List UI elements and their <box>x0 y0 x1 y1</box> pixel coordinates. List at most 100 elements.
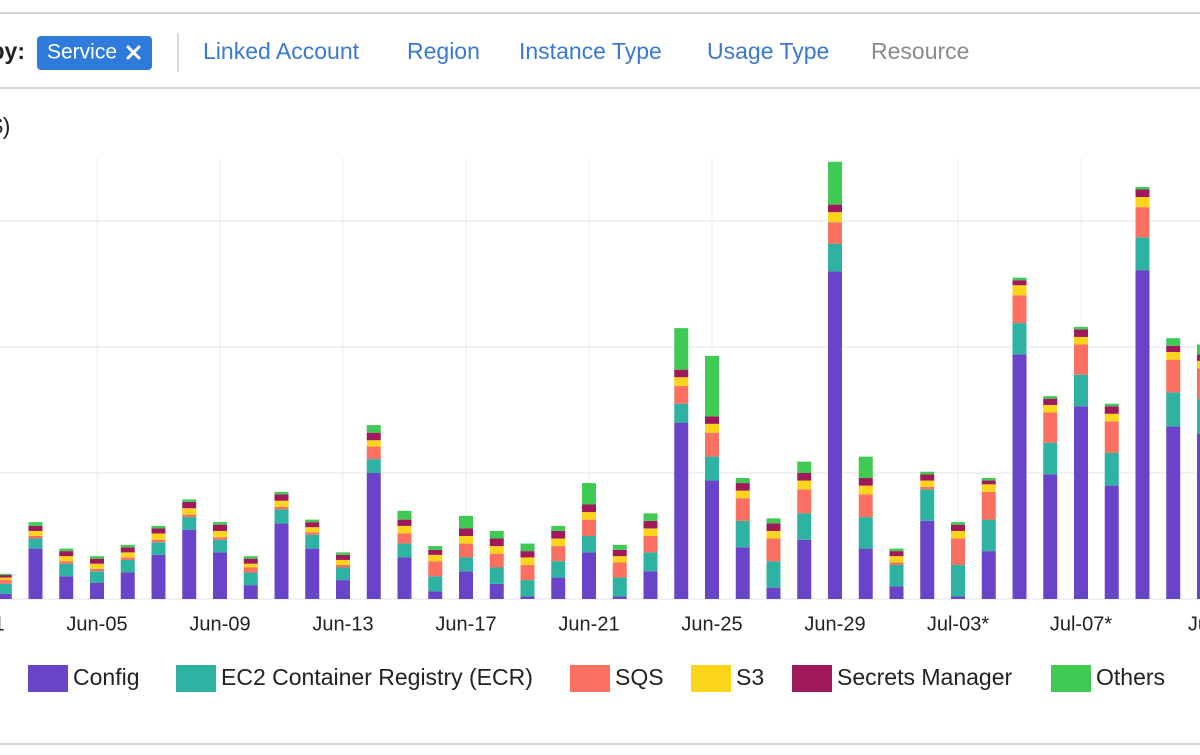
bar-segment <box>1166 345 1181 353</box>
bar-segment <box>612 556 627 563</box>
bar-segment <box>981 484 996 492</box>
bar-segment <box>489 583 504 599</box>
bar-segment <box>120 547 135 553</box>
bar-segment <box>182 501 197 509</box>
bar-segment <box>981 491 996 520</box>
bar-segment <box>1012 285 1027 296</box>
legend-label: Config <box>73 664 139 690</box>
bar-segment <box>305 527 320 533</box>
bar-segment <box>213 524 227 531</box>
bar-segment <box>489 553 504 568</box>
x-tick-label: Jun-29 <box>804 613 865 635</box>
bar-segment <box>489 546 504 554</box>
bar-segment <box>1074 344 1088 375</box>
bar-segment <box>213 530 227 538</box>
bar-segment <box>151 533 166 540</box>
bar-segment <box>858 478 873 486</box>
x-tick-label: Jul- <box>1188 613 1200 635</box>
bar-segment <box>1074 336 1088 345</box>
group-option[interactable]: Usage Type <box>707 38 829 64</box>
group-option[interactable]: Linked Account <box>203 38 360 64</box>
bar-segment <box>951 522 965 525</box>
legend-label: EC2 Container Registry (ECR) <box>221 664 533 690</box>
bar-segment <box>797 461 812 473</box>
bar-segment <box>920 471 935 475</box>
bar-segment <box>1043 474 1058 599</box>
bar-segment <box>182 499 197 502</box>
service-chip[interactable]: Service <box>37 36 152 70</box>
bar-segment <box>582 552 596 599</box>
bar-segment <box>459 543 473 558</box>
bar-segment <box>1012 277 1027 281</box>
bar-segment <box>1197 354 1200 361</box>
bar-segment <box>366 425 381 433</box>
bar-segment <box>59 563 74 577</box>
bar-segment <box>612 549 627 557</box>
bar-segment <box>305 522 320 528</box>
chip-remove-icon[interactable] <box>126 45 141 60</box>
bar-segment <box>90 558 104 564</box>
bar-segment <box>520 543 535 552</box>
bar-segment <box>336 552 350 555</box>
bar-segment <box>213 522 227 525</box>
bar-segment <box>920 480 935 487</box>
x-tick-label: Jul-07* <box>1050 613 1112 635</box>
bar-segment <box>90 563 104 569</box>
chip-background <box>37 36 152 70</box>
group-option: Resource <box>871 38 969 64</box>
bar-segment <box>705 456 719 481</box>
bar-segment <box>336 567 350 581</box>
group-option[interactable]: Instance Type <box>519 38 662 64</box>
bar-segment <box>551 538 566 547</box>
bar-segment <box>0 575 12 578</box>
group-options: Linked Account Region Instance Type Usage T… <box>203 38 969 64</box>
bar-segment <box>981 478 996 481</box>
bar-segment <box>920 474 935 481</box>
bar-segment <box>858 517 873 549</box>
bar-segment <box>397 519 412 526</box>
bar-segment <box>213 537 227 540</box>
bar-segment <box>674 386 689 404</box>
bar-segment <box>213 539 227 553</box>
bar-segment <box>766 518 781 524</box>
bar-segment <box>428 546 443 550</box>
bar-segment <box>397 533 412 544</box>
bar-segment <box>1043 404 1058 413</box>
bar-segment <box>674 403 689 423</box>
bar-segment <box>1135 189 1150 198</box>
bar-segment <box>59 551 74 557</box>
bar-segment <box>489 530 504 539</box>
bar-segment <box>489 567 504 584</box>
bar-segment <box>735 478 750 484</box>
bar-segment <box>151 542 166 555</box>
x-tick-label: Jun-09 <box>189 613 250 635</box>
bar-segment <box>797 480 812 490</box>
bar-segment <box>397 525 412 534</box>
legend-swatch <box>176 665 216 692</box>
bar-segment <box>274 491 289 495</box>
legend-swatch <box>570 665 610 692</box>
bar-segment <box>28 548 43 599</box>
bar-segment <box>90 556 104 559</box>
bar-segment <box>889 562 904 565</box>
bar-segment <box>766 523 781 531</box>
x-tick-label: Jun-17 <box>435 613 496 635</box>
chip-label: Service <box>47 41 117 64</box>
bar-segment <box>551 530 566 539</box>
group-option[interactable]: Region <box>407 38 480 64</box>
bar-segment <box>520 564 535 581</box>
bar-segment <box>735 498 750 521</box>
bar-segment <box>0 573 12 576</box>
bar-segment <box>674 422 689 599</box>
bar-segment <box>643 552 658 572</box>
bar-segment <box>305 532 320 535</box>
x-tick-label: Jun-01 <box>0 613 5 635</box>
bar-segment <box>366 440 381 447</box>
bar-segment <box>274 523 289 599</box>
bar-segment <box>797 539 812 599</box>
bar-segment <box>1135 237 1150 271</box>
legend-swatch <box>691 665 731 692</box>
bar-segment <box>305 548 320 599</box>
bar-segment <box>0 580 12 584</box>
